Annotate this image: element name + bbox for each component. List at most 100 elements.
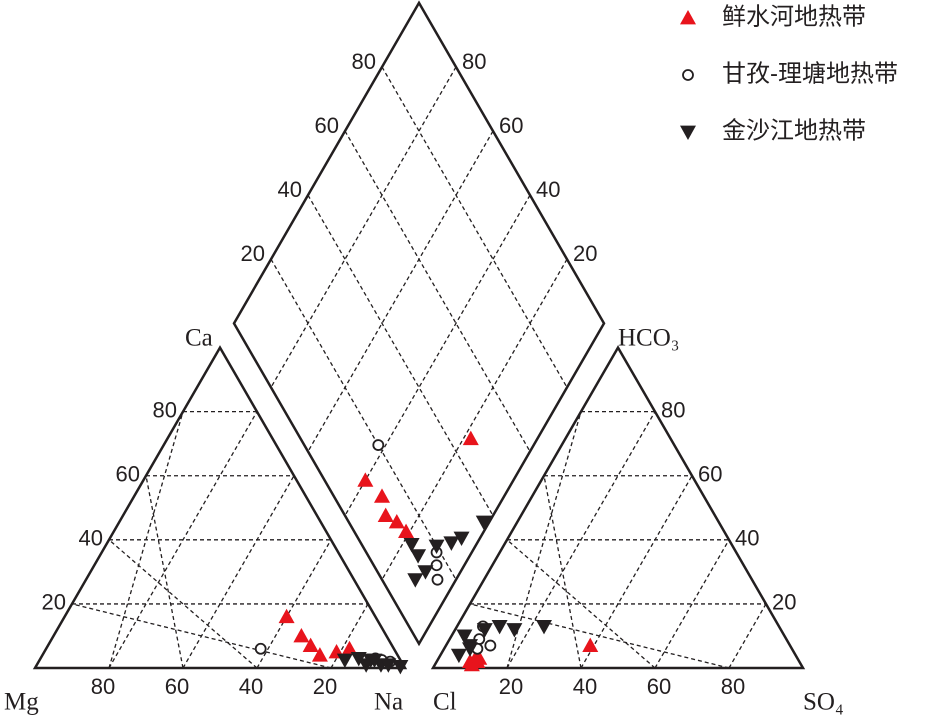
legend-label: 金沙江地热带 (722, 117, 866, 144)
cation-point (341, 640, 358, 656)
diamond-point (377, 507, 394, 522)
grid-line (543, 475, 582, 669)
grid-line (344, 194, 531, 516)
grid-line (506, 411, 656, 669)
legend-label: 甘孜-理塘地热带 (722, 60, 898, 87)
diamond-right-tick-label: 80 (462, 49, 486, 74)
diamond-point (410, 549, 427, 564)
ca-tick-label: 20 (42, 590, 66, 615)
mg-tick-label: 40 (239, 674, 263, 699)
ca-tick-label: 40 (79, 526, 103, 551)
anion-point (456, 629, 473, 644)
grid-line (145, 475, 184, 669)
grid-line (108, 539, 258, 669)
anion-point (582, 637, 599, 652)
mg-tick-label: 80 (91, 674, 115, 699)
grid-line (344, 130, 531, 452)
anion-point (450, 648, 467, 664)
diamond-point (431, 573, 444, 586)
mg-tick-label: 20 (313, 674, 337, 699)
so4-tick-label: 20 (499, 674, 523, 699)
diamond-right-tick-label: 20 (573, 241, 597, 266)
diamond-right-tick-label: 60 (499, 113, 523, 138)
cation-point (293, 627, 310, 643)
so4-tick-label: 60 (647, 674, 671, 699)
so4-label: SO₄ (803, 689, 844, 716)
diamond-point (462, 430, 479, 446)
anion-point (462, 642, 478, 657)
cation-point (336, 653, 353, 668)
hco3-tick-label: 40 (735, 526, 759, 551)
diamond-left-tick-label: 40 (278, 177, 302, 202)
cation-point (380, 658, 397, 673)
grid-line (330, 603, 369, 669)
diamond-point (417, 565, 434, 580)
grid-line (580, 475, 693, 669)
anion-point (471, 650, 488, 665)
so4-tick-label: 80 (721, 674, 745, 699)
diamond-right-tick-label: 40 (536, 177, 560, 202)
anion-point (476, 623, 493, 638)
grid-line (381, 258, 568, 580)
diamond-point (388, 513, 405, 529)
grid-line (270, 66, 457, 388)
cation-point (358, 658, 375, 673)
diamond-point (403, 538, 420, 553)
grid-line (506, 539, 656, 669)
hco3-tick-label: 60 (698, 462, 722, 487)
ca-label: Ca (185, 325, 213, 352)
grid-line (108, 411, 258, 669)
cation-point (302, 637, 319, 652)
cation-point (366, 653, 383, 668)
grid-line (307, 130, 494, 452)
diamond-left-tick-label: 60 (315, 113, 339, 138)
diamond-left-tick-label: 80 (352, 49, 376, 74)
legend-marker (680, 125, 696, 140)
diamond-point (407, 573, 424, 588)
cl-label: Cl (433, 689, 457, 716)
cation-point (392, 659, 409, 675)
grid-line (381, 66, 568, 388)
anion-point (491, 619, 508, 635)
cation-point (311, 647, 328, 662)
grid-line (654, 539, 730, 669)
ca-tick-label: 80 (153, 397, 177, 422)
grid-line (108, 411, 184, 669)
mg-tick-label: 60 (165, 674, 189, 699)
grid-line (469, 603, 730, 669)
diamond-point (398, 523, 415, 539)
grid-line (728, 603, 767, 669)
hco3-tick-label: 80 (661, 397, 685, 422)
diamond-point (430, 559, 443, 572)
legend-marker (680, 10, 696, 25)
diamond-point (443, 536, 460, 551)
anion-point (506, 623, 523, 638)
ca-tick-label: 60 (116, 462, 140, 487)
hco3-tick-label: 20 (772, 590, 796, 615)
anion-triangle (430, 345, 806, 670)
diamond-point (475, 515, 492, 530)
legend-label: 鲜水河地热带 (722, 3, 866, 30)
grid-line (307, 194, 494, 516)
anion-point (536, 619, 552, 635)
mg-label: Mg (4, 689, 39, 716)
grid-line (270, 258, 457, 580)
diamond-point (357, 472, 374, 487)
diamond (232, 0, 606, 647)
cation-point (254, 642, 267, 655)
cation-point (278, 608, 295, 624)
diamond-point (372, 439, 385, 451)
anion-point (484, 639, 497, 652)
so4-tick-label: 40 (573, 674, 597, 699)
diamond-point (374, 488, 390, 503)
grid-line (182, 475, 295, 669)
cation-triangle (32, 345, 408, 670)
grid-line (256, 539, 332, 669)
legend-marker (682, 69, 694, 81)
diamond-point (428, 539, 445, 555)
diamond-left-tick-label: 20 (241, 241, 265, 266)
diamond-point (453, 531, 470, 547)
hco3-label: HCO₃ (618, 325, 680, 352)
na-label: Na (374, 689, 403, 716)
